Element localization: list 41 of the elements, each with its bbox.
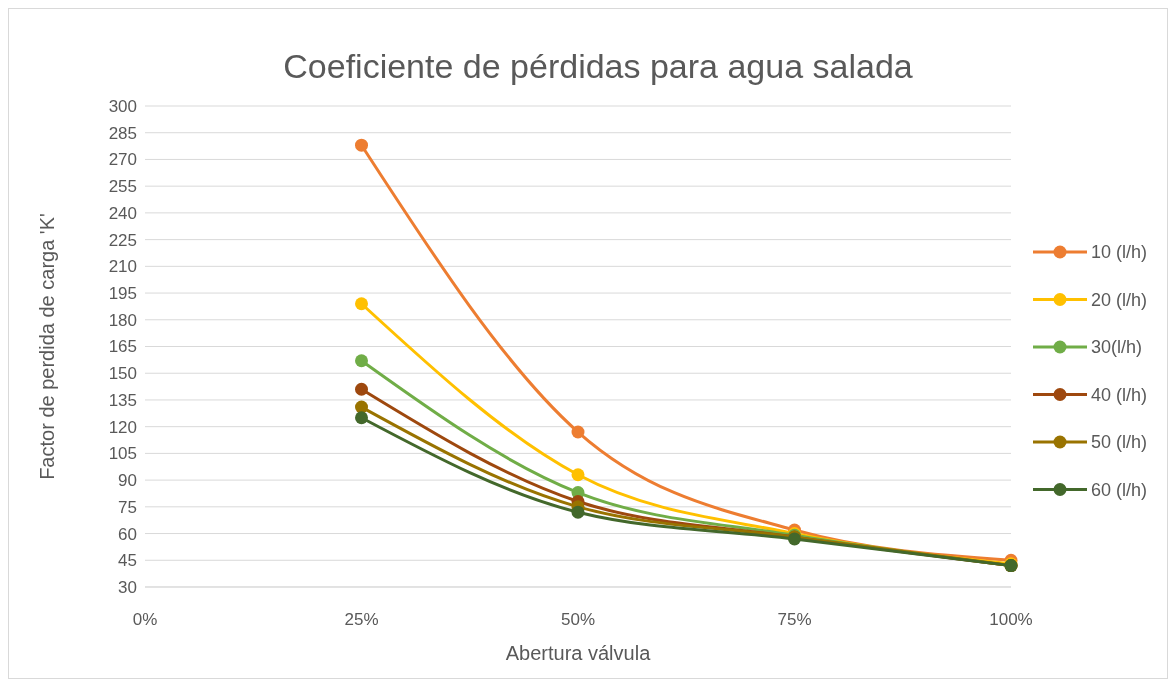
- y-tick-label: 75: [118, 497, 137, 517]
- y-tick-label: 255: [108, 177, 137, 197]
- y-tick-label: 60: [118, 524, 137, 544]
- point: [571, 505, 585, 519]
- legend-label: 40 (l/h): [1091, 384, 1148, 405]
- y-tick-label: 240: [108, 203, 137, 223]
- y-tick-label: 90: [118, 471, 137, 491]
- legend-label: 20 (l/h): [1091, 289, 1148, 310]
- point: [355, 382, 368, 396]
- x-tick-label: 100%: [989, 610, 1033, 629]
- y-tick-label: 30: [118, 577, 137, 597]
- point: [355, 138, 368, 152]
- y-tick-label: 300: [108, 96, 137, 116]
- y-axis-title: Factor de perdida de carga 'K': [36, 213, 58, 480]
- y-tick-label: 45: [118, 551, 137, 571]
- point: [571, 425, 585, 439]
- x-tick-label: 50%: [560, 610, 596, 629]
- y-tick-label: 150: [108, 364, 137, 384]
- y-tick-label: 225: [108, 230, 137, 250]
- x-axis-title: Abertura válvula: [505, 642, 652, 664]
- y-tick-label: 180: [108, 310, 137, 330]
- x-tick-label: 75%: [777, 610, 812, 629]
- legend-label: 50 (l/h): [1091, 432, 1148, 453]
- y-tick-label: 270: [108, 150, 137, 170]
- point: [355, 354, 368, 368]
- y-tick-label: 285: [108, 123, 137, 143]
- y-tick-label: 105: [108, 444, 137, 464]
- legend-label: 10 (l/h): [1091, 242, 1148, 263]
- chart-title: Coeficiente de pérdidas para agua salada: [283, 47, 913, 85]
- x-tick-label: 25%: [344, 610, 379, 629]
- point: [355, 297, 368, 311]
- legend-label: 30(l/h): [1091, 337, 1143, 358]
- y-tick-label: 195: [108, 284, 137, 304]
- y-tick-label: 210: [108, 257, 137, 277]
- y-tick-label: 120: [108, 417, 137, 437]
- y-tick-label: 165: [108, 337, 137, 357]
- y-tick-label: 135: [108, 390, 137, 410]
- point: [355, 411, 368, 425]
- point: [571, 468, 585, 482]
- x-tick-label: 0%: [132, 610, 158, 629]
- legend-label: 60 (l/h): [1091, 479, 1148, 500]
